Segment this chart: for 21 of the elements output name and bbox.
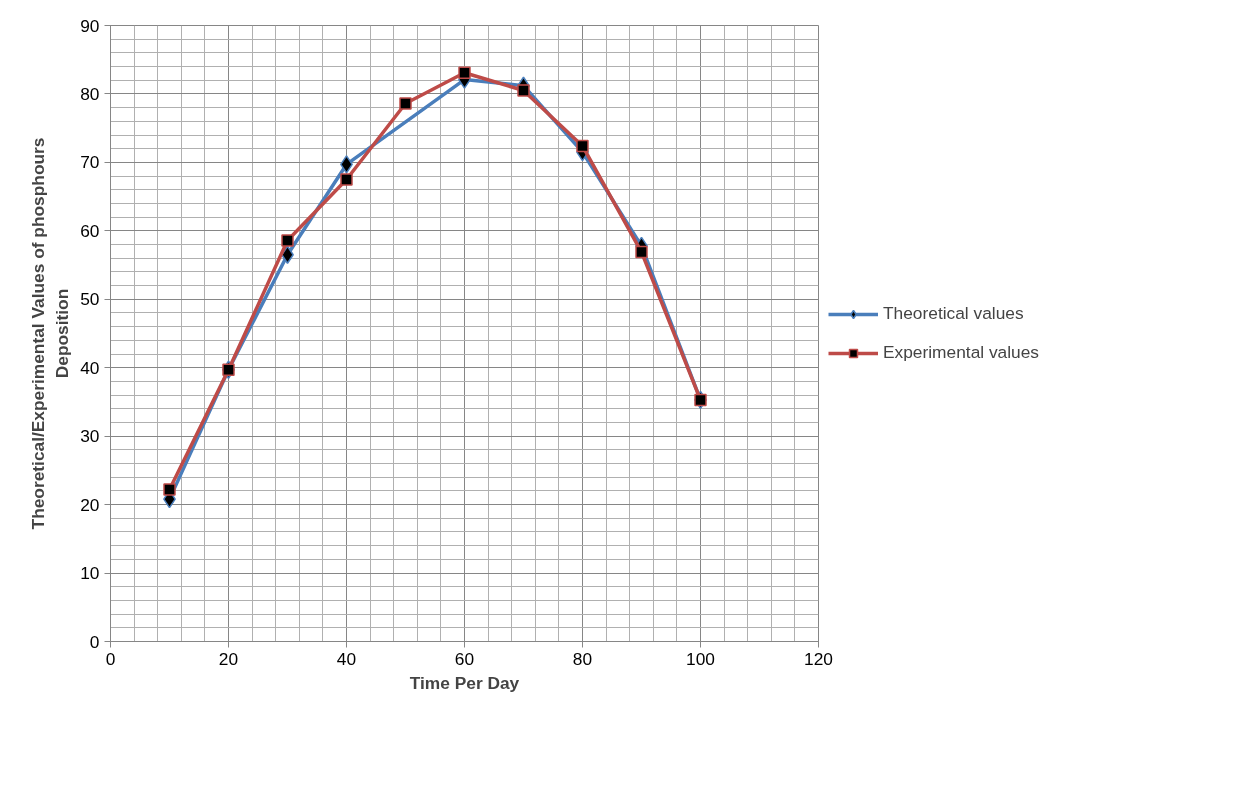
y-tick-label: 10 <box>80 563 100 584</box>
y-tick-label: 40 <box>80 357 100 378</box>
y-tick-label: 80 <box>80 83 100 104</box>
legend-label: Experimental values <box>883 342 1040 363</box>
x-tick-label: 20 <box>218 648 239 669</box>
x-tick-label: 120 <box>804 648 833 669</box>
y-tick-label: 30 <box>80 426 100 447</box>
x-tick-label: 40 <box>336 648 357 669</box>
x-axis-title: Time Per Day <box>409 672 520 693</box>
y-tick-label: 20 <box>80 494 100 515</box>
y-tick-label: 70 <box>80 152 100 173</box>
y-tick-label: 60 <box>80 220 100 241</box>
legend-label: Theoretical values <box>883 303 1024 324</box>
y-axis-title: Theoretical/Experimental Values of phosphours Deposition <box>28 137 73 530</box>
y-tick-label: 50 <box>80 289 100 310</box>
y-tick-label: 90 <box>80 15 100 36</box>
x-tick-label: 80 <box>572 648 593 669</box>
y-tick-label: 0 <box>89 631 100 652</box>
x-tick-label: 100 <box>686 648 715 669</box>
x-tick-label: 60 <box>454 648 475 669</box>
x-tick-label: 0 <box>105 648 116 669</box>
